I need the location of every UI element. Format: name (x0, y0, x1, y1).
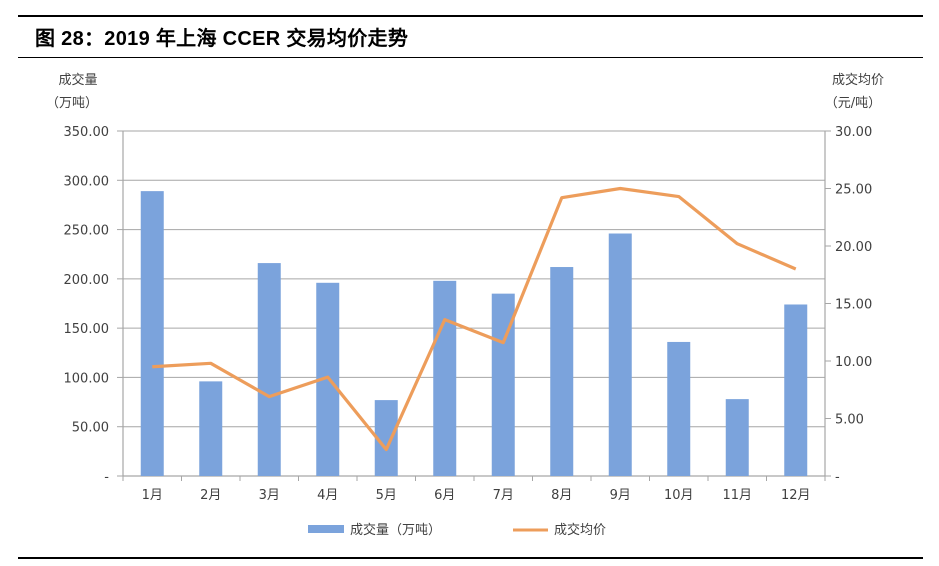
left-tick-label: 50.00 (72, 421, 109, 436)
left-tick-label: 150.00 (64, 322, 110, 337)
bar-volume (140, 191, 164, 476)
bottom-rule (18, 557, 923, 559)
right-axis-title: 成交均价 (832, 72, 884, 88)
figure-title: 图 28：2019 年上海 CCER 交易均价走势 (35, 28, 409, 50)
legend-label-price: 成交均价 (554, 522, 606, 538)
x-tick-label: 2月 (200, 488, 221, 503)
right-tick-label: 20.00 (835, 240, 872, 255)
left-tick-label: 300.00 (64, 174, 110, 189)
x-tick-label: 10月 (664, 488, 694, 503)
right-tick-label: 5.00 (835, 413, 864, 428)
left-tick-label: 350.00 (64, 125, 110, 140)
right-tick-label: 10.00 (835, 355, 872, 370)
legend-swatch-volume (308, 525, 344, 533)
x-tick-label: 11月 (722, 488, 752, 503)
x-tick-label: 4月 (317, 488, 338, 503)
bar-volume (257, 263, 281, 476)
x-tick-label: 12月 (781, 488, 811, 503)
right-tick-label: 25.00 (835, 183, 872, 198)
x-tick-label: 7月 (493, 488, 514, 503)
bar-volume (784, 304, 808, 476)
bar-volume (433, 280, 457, 476)
right-tick-label: 30.00 (835, 125, 872, 140)
left-tick-label: 250.00 (64, 224, 110, 239)
x-tick-label: 8月 (551, 488, 572, 503)
x-tick-label: 3月 (259, 488, 280, 503)
left-axis-unit: （万吨） (46, 96, 98, 111)
legend-label-volume: 成交量（万吨） (350, 522, 441, 538)
x-tick-label: 1月 (142, 488, 163, 503)
x-tick-label: 5月 (376, 488, 397, 503)
right-tick-label: - (835, 470, 840, 485)
left-axis-title: 成交量 (58, 72, 97, 88)
right-axis-unit: （元/吨） (825, 96, 881, 111)
bar-volume (667, 341, 691, 476)
bar-volume (608, 233, 632, 476)
left-tick-label: - (104, 470, 109, 485)
right-tick-label: 15.00 (835, 298, 872, 313)
title-rule (18, 57, 923, 58)
left-tick-label: 100.00 (64, 371, 110, 386)
x-tick-label: 6月 (434, 488, 455, 503)
bar-volume (725, 399, 749, 476)
top-rule (18, 15, 923, 17)
x-tick-label: 9月 (610, 488, 631, 503)
bar-volume (374, 400, 398, 476)
left-tick-label: 200.00 (64, 273, 110, 288)
bar-volume (550, 267, 574, 476)
line-avg-price (152, 186, 797, 452)
bar-volume (199, 381, 223, 476)
